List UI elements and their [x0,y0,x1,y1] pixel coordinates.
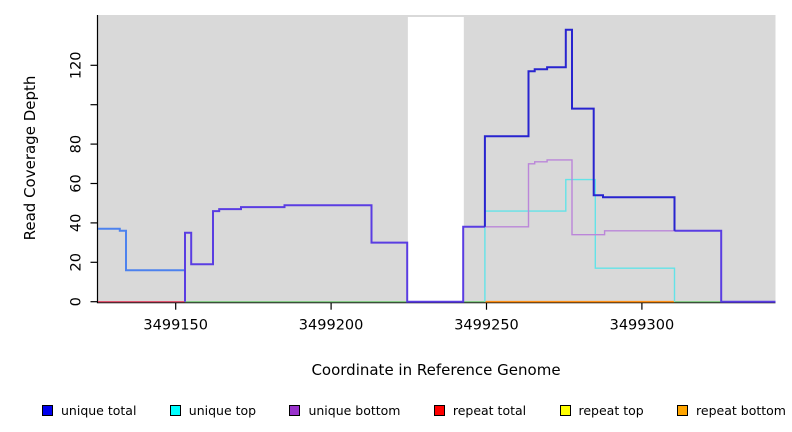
legend-swatch-repeat-top [559,404,571,416]
chart-line-total-top-blend-lightblue [98,227,185,272]
chart-line-unique-top-cyan [484,178,676,302]
legend-label: unique top [188,402,257,418]
legend-item-repeat-top: repeat top [559,402,644,418]
legend-item-repeat-bottom: repeat bottom [677,403,786,418]
legend-label: repeat bottom [696,402,786,418]
legend-swatch-unique-total [42,404,53,416]
legend-swatch-unique-top [169,404,181,416]
y-tick-label: 120 [69,51,85,79]
axis-lines [96,15,776,304]
x-tick-label: 3499250 [454,318,519,334]
coverage-gap-band [407,17,464,303]
x-tick-label: 3499300 [610,318,675,334]
chart-line-unique-bottom-purple [484,159,675,236]
y-tick-label: 0 [69,297,85,306]
chart-line-total-bottom-blend-violet-mid [184,204,485,303]
x-axis-label: Coordinate in Reference Genome [311,361,561,379]
legend: unique total unique top unique bottom repea… [42,399,786,421]
legend-item-repeat-total: repeat total [433,402,527,418]
legend-swatch-repeat-total [433,404,445,416]
legend-swatch-unique-bottom [289,404,301,416]
y-tick-label: 60 [69,174,85,192]
chart-line-total-bottom-blend-violet-right [674,229,776,303]
y-axis-label: Read Coverage Depth [21,75,39,241]
legend-label: unique total [61,402,137,418]
legend-item-unique-bottom: unique bottom [289,402,401,418]
legend-label: unique bottom [308,402,401,418]
y-tick-label: 40 [69,214,85,232]
legend-item-unique-top: unique top [169,402,257,418]
x-tick-label: 3499200 [299,318,364,334]
y-tick-label: 20 [69,253,85,271]
legend-swatch-repeat-bottom [677,404,689,416]
legend-label: repeat total [452,402,527,418]
legend-label: repeat top [578,402,644,418]
chart-line-unique-total-blue [483,28,676,231]
y-tick-label: 80 [69,135,85,153]
coverage-plot-canvas: 3499150 3499200 3499250 3499300 0 20 40 60 80 120 [69,15,776,334]
x-tick-label: 3499150 [143,318,208,334]
legend-item-unique-total: unique total [42,403,136,418]
